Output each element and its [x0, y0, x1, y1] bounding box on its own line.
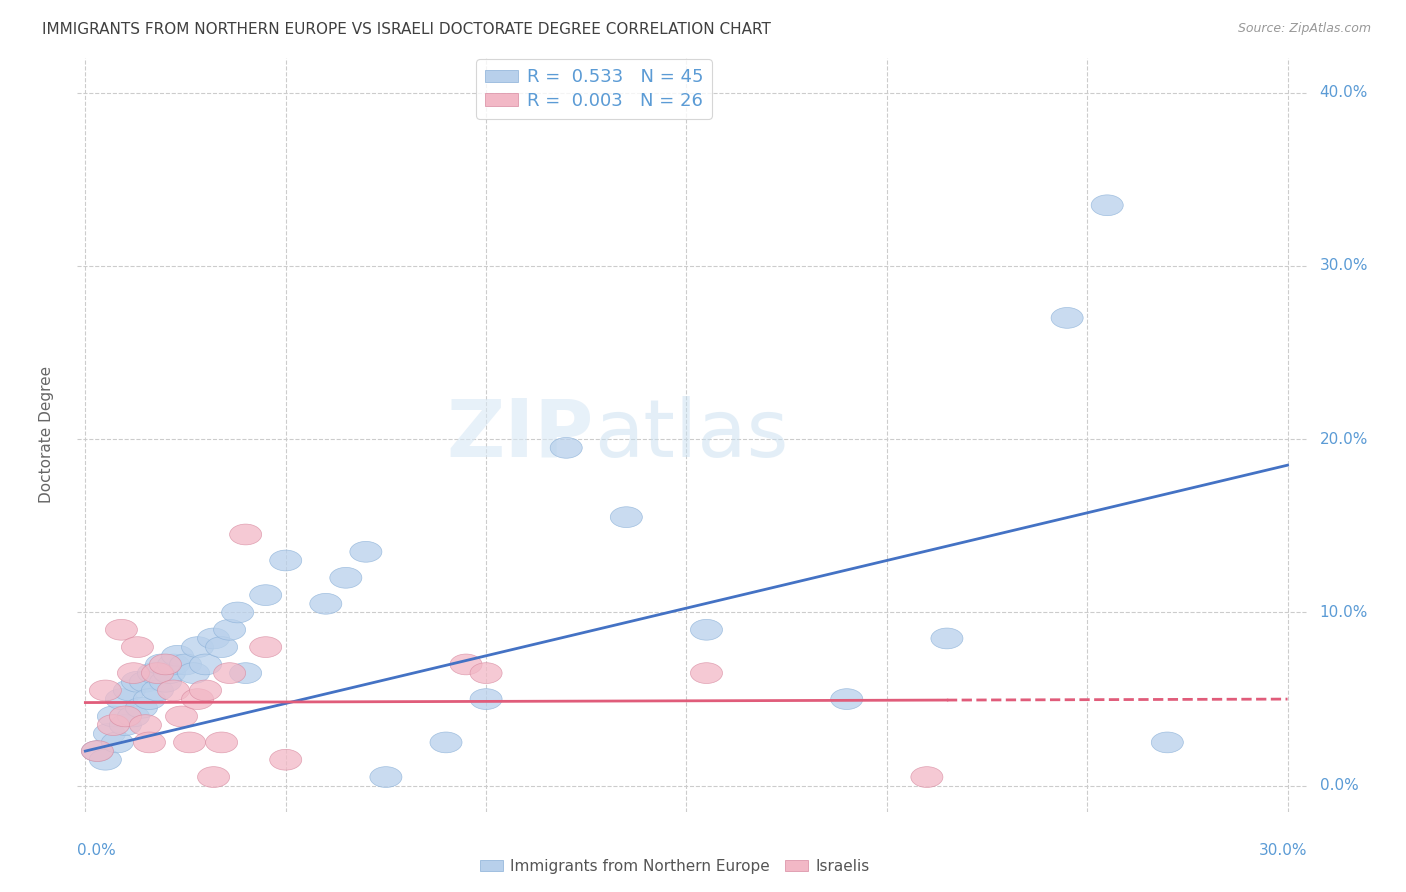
Ellipse shape [205, 637, 238, 657]
Ellipse shape [931, 628, 963, 648]
Ellipse shape [370, 766, 402, 788]
Ellipse shape [430, 732, 463, 753]
Ellipse shape [214, 619, 246, 640]
Text: Source: ZipAtlas.com: Source: ZipAtlas.com [1237, 22, 1371, 36]
Text: ZIP: ZIP [447, 396, 595, 474]
Ellipse shape [97, 714, 129, 736]
Ellipse shape [90, 680, 121, 701]
Ellipse shape [105, 689, 138, 709]
Ellipse shape [145, 654, 177, 675]
Ellipse shape [118, 706, 149, 727]
Ellipse shape [110, 706, 142, 727]
Ellipse shape [105, 619, 138, 640]
Ellipse shape [214, 663, 246, 683]
Ellipse shape [93, 723, 125, 744]
Ellipse shape [90, 749, 121, 770]
Text: 40.0%: 40.0% [1320, 85, 1368, 100]
Ellipse shape [157, 680, 190, 701]
Ellipse shape [170, 654, 201, 675]
Text: 30.0%: 30.0% [1320, 259, 1368, 274]
Ellipse shape [153, 663, 186, 683]
Ellipse shape [142, 663, 173, 683]
Ellipse shape [250, 637, 281, 657]
Ellipse shape [82, 740, 114, 762]
Text: Doctorate Degree: Doctorate Degree [39, 367, 53, 503]
Ellipse shape [190, 654, 222, 675]
Ellipse shape [173, 732, 205, 753]
Ellipse shape [1052, 308, 1083, 328]
Text: atlas: atlas [595, 396, 789, 474]
Ellipse shape [198, 766, 229, 788]
Ellipse shape [1091, 194, 1123, 216]
Ellipse shape [222, 602, 253, 623]
Ellipse shape [550, 437, 582, 458]
Ellipse shape [181, 689, 214, 709]
Text: 20.0%: 20.0% [1320, 432, 1368, 447]
Text: IMMIGRANTS FROM NORTHERN EUROPE VS ISRAELI DOCTORATE DEGREE CORRELATION CHART: IMMIGRANTS FROM NORTHERN EUROPE VS ISRAE… [42, 22, 770, 37]
Ellipse shape [270, 550, 302, 571]
Ellipse shape [134, 732, 166, 753]
Ellipse shape [309, 593, 342, 615]
Ellipse shape [134, 689, 166, 709]
Ellipse shape [149, 672, 181, 692]
Text: 10.0%: 10.0% [1320, 605, 1368, 620]
Ellipse shape [121, 637, 153, 657]
Ellipse shape [125, 698, 157, 718]
Ellipse shape [350, 541, 382, 562]
Ellipse shape [149, 654, 181, 675]
Ellipse shape [166, 706, 198, 727]
Legend: Immigrants from Northern Europe, Israelis: Immigrants from Northern Europe, Israeli… [474, 853, 876, 880]
Ellipse shape [911, 766, 943, 788]
Ellipse shape [470, 663, 502, 683]
Ellipse shape [1152, 732, 1184, 753]
Ellipse shape [450, 654, 482, 675]
Ellipse shape [205, 732, 238, 753]
Ellipse shape [229, 524, 262, 545]
Ellipse shape [181, 637, 214, 657]
Text: 0.0%: 0.0% [77, 843, 117, 858]
Ellipse shape [610, 507, 643, 527]
Ellipse shape [690, 619, 723, 640]
Ellipse shape [270, 749, 302, 770]
Ellipse shape [142, 680, 173, 701]
Ellipse shape [831, 689, 863, 709]
Ellipse shape [690, 663, 723, 683]
Ellipse shape [138, 663, 170, 683]
Ellipse shape [330, 567, 361, 588]
Ellipse shape [129, 672, 162, 692]
Legend: R =  0.533   N = 45, R =  0.003   N = 26: R = 0.533 N = 45, R = 0.003 N = 26 [477, 60, 711, 119]
Ellipse shape [82, 740, 114, 762]
Ellipse shape [101, 732, 134, 753]
Ellipse shape [470, 689, 502, 709]
Ellipse shape [190, 680, 222, 701]
Ellipse shape [162, 646, 194, 666]
Ellipse shape [118, 663, 149, 683]
Ellipse shape [177, 663, 209, 683]
Ellipse shape [157, 654, 190, 675]
Ellipse shape [229, 663, 262, 683]
Ellipse shape [129, 714, 162, 736]
Ellipse shape [121, 672, 153, 692]
Ellipse shape [114, 680, 145, 701]
Ellipse shape [198, 628, 229, 648]
Text: 30.0%: 30.0% [1260, 843, 1308, 858]
Ellipse shape [97, 706, 129, 727]
Text: 0.0%: 0.0% [1320, 778, 1358, 793]
Ellipse shape [110, 714, 142, 736]
Ellipse shape [250, 585, 281, 606]
